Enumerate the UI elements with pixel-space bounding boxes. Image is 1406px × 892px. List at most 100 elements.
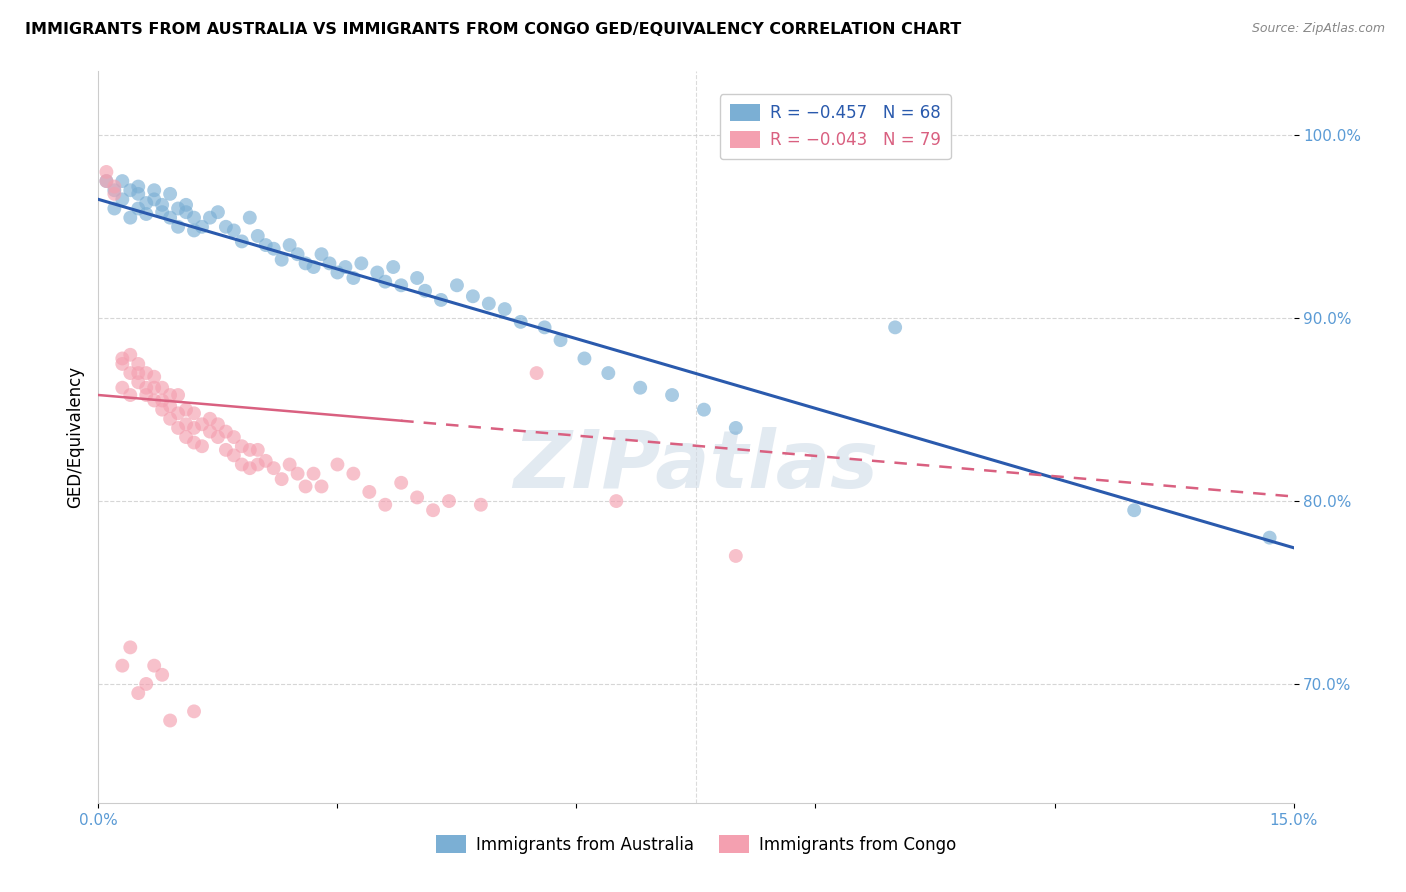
Point	[1258, 531, 1281, 545]
Point	[278, 238, 301, 252]
Point	[326, 265, 349, 279]
Point	[183, 211, 205, 225]
Point	[143, 369, 166, 384]
Point	[526, 366, 548, 380]
Point	[430, 293, 453, 307]
Point	[167, 388, 190, 402]
Point	[222, 448, 245, 462]
Point	[389, 475, 412, 490]
Point	[270, 472, 292, 486]
Point	[143, 658, 166, 673]
Point	[111, 357, 134, 371]
Point	[263, 242, 285, 256]
Point	[326, 458, 349, 472]
Point	[318, 256, 340, 270]
Point	[167, 421, 190, 435]
Point	[422, 503, 444, 517]
Point	[135, 677, 157, 691]
Text: IMMIGRANTS FROM AUSTRALIA VS IMMIGRANTS FROM CONGO GED/EQUIVALENCY CORRELATION C: IMMIGRANTS FROM AUSTRALIA VS IMMIGRANTS …	[25, 22, 962, 37]
Point	[254, 454, 277, 468]
Point	[191, 439, 214, 453]
Point	[183, 704, 205, 718]
Point	[183, 406, 205, 420]
Point	[207, 430, 229, 444]
Point	[96, 174, 118, 188]
Point	[103, 186, 125, 201]
Point	[478, 296, 501, 310]
Point	[150, 667, 173, 681]
Point	[287, 467, 309, 481]
Point	[278, 458, 301, 472]
Point	[127, 202, 149, 216]
Point	[167, 219, 190, 234]
Point	[174, 205, 197, 219]
Point	[120, 348, 142, 362]
Point	[263, 461, 285, 475]
Point	[143, 381, 166, 395]
Point	[533, 320, 555, 334]
Point	[150, 381, 173, 395]
Point	[246, 228, 269, 243]
Point	[239, 442, 262, 457]
Point	[191, 219, 214, 234]
Point	[120, 388, 142, 402]
Point	[215, 219, 238, 234]
Point	[461, 289, 484, 303]
Point	[342, 467, 364, 481]
Point	[103, 183, 125, 197]
Point	[311, 479, 333, 493]
Point	[359, 484, 381, 499]
Point	[191, 417, 214, 432]
Point	[294, 256, 316, 270]
Point	[231, 458, 253, 472]
Point	[246, 442, 269, 457]
Point	[215, 425, 238, 439]
Point	[120, 211, 142, 225]
Point	[661, 388, 683, 402]
Point	[294, 479, 316, 493]
Point	[724, 549, 747, 563]
Point	[509, 315, 531, 329]
Point	[693, 402, 716, 417]
Point	[159, 714, 181, 728]
Point	[159, 211, 181, 225]
Point	[311, 247, 333, 261]
Point	[159, 411, 181, 425]
Point	[174, 198, 197, 212]
Point	[231, 439, 253, 453]
Point	[135, 381, 157, 395]
Point	[135, 207, 157, 221]
Point	[135, 366, 157, 380]
Point	[174, 417, 197, 432]
Point	[302, 260, 325, 274]
Point	[222, 430, 245, 444]
Point	[120, 640, 142, 655]
Point	[413, 284, 436, 298]
Legend: Immigrants from Australia, Immigrants from Congo: Immigrants from Australia, Immigrants fr…	[429, 829, 963, 860]
Point	[150, 402, 173, 417]
Point	[350, 256, 373, 270]
Point	[550, 333, 572, 347]
Point	[246, 458, 269, 472]
Point	[127, 366, 149, 380]
Point	[111, 381, 134, 395]
Point	[254, 238, 277, 252]
Point	[127, 375, 149, 389]
Point	[127, 357, 149, 371]
Point	[167, 406, 190, 420]
Point	[231, 235, 253, 249]
Point	[143, 192, 166, 206]
Point	[174, 430, 197, 444]
Point	[111, 192, 134, 206]
Point	[374, 275, 396, 289]
Point	[470, 498, 492, 512]
Point	[207, 417, 229, 432]
Point	[96, 174, 118, 188]
Point	[287, 247, 309, 261]
Point	[406, 271, 429, 285]
Point	[446, 278, 468, 293]
Point	[366, 265, 388, 279]
Point	[150, 198, 173, 212]
Point	[198, 425, 221, 439]
Point	[437, 494, 460, 508]
